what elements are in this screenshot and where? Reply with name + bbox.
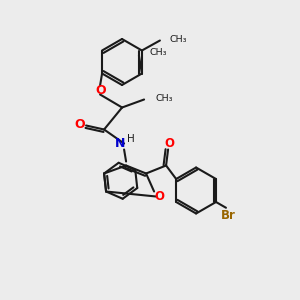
Text: N: N: [115, 137, 125, 150]
Text: O: O: [154, 190, 164, 203]
Text: CH₃: CH₃: [170, 35, 188, 44]
Text: O: O: [75, 118, 86, 131]
Text: O: O: [96, 84, 106, 97]
Text: O: O: [164, 137, 174, 150]
Text: H: H: [127, 134, 135, 145]
Text: CH₃: CH₃: [150, 48, 167, 57]
Text: Br: Br: [220, 209, 236, 222]
Text: CH₃: CH₃: [155, 94, 172, 103]
